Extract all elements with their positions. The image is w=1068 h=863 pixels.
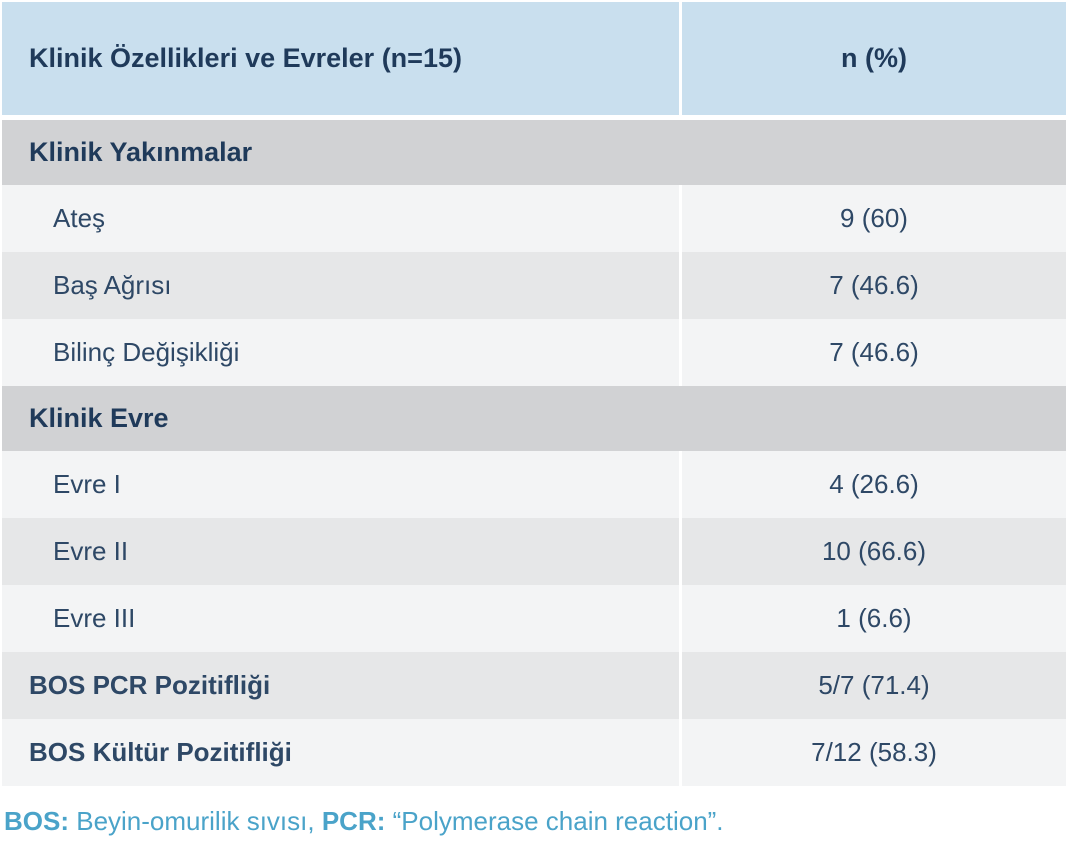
table-row: Evre III 1 (6.6)	[2, 585, 1066, 652]
header-n-percent: n (%)	[682, 2, 1066, 115]
row-label: Evre III	[2, 585, 679, 652]
clinical-features-table: Klinik Özellikleri ve Evreler (n=15) n (…	[2, 2, 1066, 786]
table-row: Baş Ağrısı 7 (46.6)	[2, 252, 1066, 319]
row-value: 7 (46.6)	[682, 319, 1066, 386]
row-value: 9 (60)	[682, 185, 1066, 252]
footnote-def-bos: Beyin-omurilik sıvısı,	[69, 806, 322, 836]
section-row-complaints: Klinik Yakınmalar	[2, 120, 1066, 185]
section-row-stage: Klinik Evre	[2, 386, 1066, 451]
table-header-row: Klinik Özellikleri ve Evreler (n=15) n (…	[2, 2, 1066, 115]
footnote-def-pcr: “Polymerase chain reaction”.	[385, 806, 724, 836]
table-footnote: BOS: Beyin-omurilik sıvısı, PCR: “Polyme…	[4, 806, 724, 837]
table-row: Evre II 10 (66.6)	[2, 518, 1066, 585]
row-value: 7 (46.6)	[682, 252, 1066, 319]
table-row: BOS PCR Pozitifliği 5/7 (71.4)	[2, 652, 1066, 719]
row-label: Bilinç Değişikliği	[2, 319, 679, 386]
section-title: Klinik Yakınmalar	[2, 120, 1066, 185]
row-label: Evre II	[2, 518, 679, 585]
row-label: BOS Kültür Pozitifliği	[2, 719, 679, 786]
table-row: Evre I 4 (26.6)	[2, 451, 1066, 518]
footnote-abbr-bos: BOS:	[4, 806, 69, 836]
row-label: Ateş	[2, 185, 679, 252]
row-label: BOS PCR Pozitifliği	[2, 652, 679, 719]
table-row: Ateş 9 (60)	[2, 185, 1066, 252]
header-features: Klinik Özellikleri ve Evreler (n=15)	[2, 2, 679, 115]
section-title: Klinik Evre	[2, 386, 1066, 451]
row-value: 1 (6.6)	[682, 585, 1066, 652]
table-row: BOS Kültür Pozitifliği 7/12 (58.3)	[2, 719, 1066, 786]
row-label: Baş Ağrısı	[2, 252, 679, 319]
row-value: 4 (26.6)	[682, 451, 1066, 518]
row-value: 7/12 (58.3)	[682, 719, 1066, 786]
row-label: Evre I	[2, 451, 679, 518]
table-row: Bilinç Değişikliği 7 (46.6)	[2, 319, 1066, 386]
row-value: 10 (66.6)	[682, 518, 1066, 585]
footnote-abbr-pcr: PCR:	[321, 806, 386, 836]
row-value: 5/7 (71.4)	[682, 652, 1066, 719]
